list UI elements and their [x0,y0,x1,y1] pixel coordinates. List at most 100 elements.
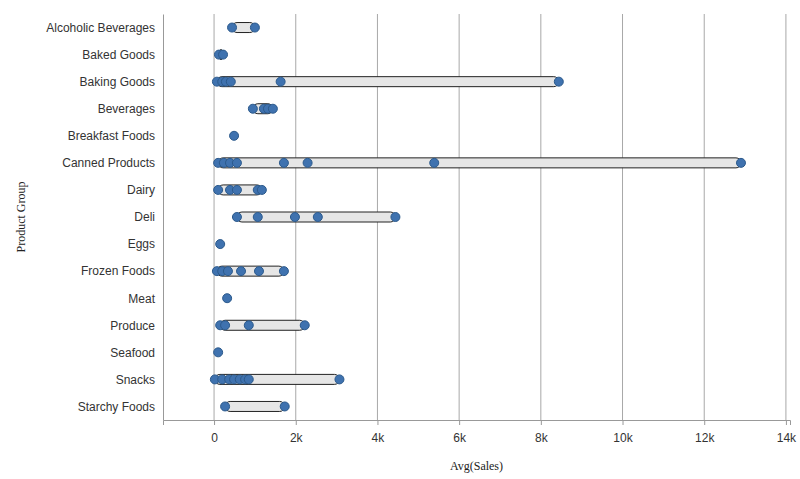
grid-line [459,14,460,420]
range-bar [217,266,284,276]
point[interactable] [303,158,312,167]
grid-line [704,14,705,420]
y-axis-line [163,15,164,421]
point[interactable] [554,77,563,86]
x-tick-mark [786,420,787,425]
point[interactable] [280,402,289,411]
y-tick-label: Dairy [127,183,155,197]
point[interactable] [237,267,246,276]
x-tick-mark [541,420,542,425]
chart: 0 2k 4k 6k 8k 10k 12k 14k Alcoholic Beverages Bak… [0,0,800,479]
x-tick-mark [704,420,705,425]
range-bar [218,185,262,195]
range-bar [215,374,340,384]
y-tick-label: Meat [128,292,155,306]
x-tick-mark [623,420,624,425]
y-tick-label: Alcoholic Beverages [46,21,155,35]
point[interactable] [250,23,259,32]
point[interactable] [248,104,257,113]
range-bar [218,158,741,168]
range-bar [225,401,285,411]
x-tick: 2k [290,420,304,445]
range-bar [220,320,305,330]
x-tick-label: 14k [777,431,797,445]
x-tick: 12k [695,420,715,445]
point[interactable] [279,267,288,276]
y-tick-label: Beverages [98,102,155,116]
point[interactable] [290,213,299,222]
y-tick-label: Canned Products [62,156,155,170]
point[interactable] [214,185,223,194]
point[interactable] [391,213,400,222]
y-tick-label: Frozen Foods [81,264,155,278]
y-tick: Meat [128,292,163,306]
point[interactable] [335,375,344,384]
y-tick: Snacks [116,373,163,387]
x-tick-label: 0 [211,431,218,445]
y-axis: Alcoholic Beverages Baked Goods Baking Goo… [46,15,163,421]
y-tick: Alcoholic Beverages [46,21,163,35]
x-axis-line [164,421,791,426]
y-tick-label: Starchy Foods [78,400,155,414]
grid [214,14,786,420]
y-tick: Baking Goods [80,75,163,89]
point[interactable] [253,213,262,222]
grid-line [785,14,786,420]
x-tick-mark [296,420,297,425]
y-tick: Dairy [127,183,163,197]
x-tick-label: 8k [535,431,549,445]
point[interactable] [228,23,237,32]
y-tick: Eggs [128,237,163,251]
y-tick-label: Seafood [110,346,155,360]
x-axis: 0 2k 4k 6k 8k 10k 12k 14k [164,420,798,445]
point[interactable] [221,402,230,411]
y-tick: Starchy Foods [78,400,163,414]
point[interactable] [214,348,223,357]
point[interactable] [254,267,263,276]
point[interactable] [223,294,232,303]
x-tick-mark [214,420,215,425]
point[interactable] [223,267,232,276]
y-tick-label: Baked Goods [82,48,155,62]
point[interactable] [276,77,285,86]
point[interactable] [736,158,745,167]
point[interactable] [244,321,253,330]
x-tick-mark [459,420,460,425]
point[interactable] [430,158,439,167]
x-tick: 6k [453,420,467,445]
point[interactable] [279,158,288,167]
y-tick: Frozen Foods [81,264,163,278]
y-tick-label: Breakfast Foods [68,129,155,143]
point[interactable] [226,77,235,86]
x-tick-label: 4k [372,431,386,445]
grid-line [214,14,215,420]
point[interactable] [300,321,309,330]
point[interactable] [244,375,253,384]
point[interactable] [232,213,241,222]
point[interactable] [232,158,241,167]
point[interactable] [216,240,225,249]
x-tick: 14k [777,420,797,445]
y-tick-label: Eggs [128,237,155,251]
x-tick-label: 12k [695,431,715,445]
y-tick-label: Deli [134,210,155,224]
point[interactable] [232,185,241,194]
range-bar [217,77,559,87]
point[interactable] [219,50,228,59]
x-tick-mark [377,420,378,425]
x-tick: 10k [613,420,633,445]
point[interactable] [257,185,266,194]
grid-line [540,14,541,420]
range-bar [237,212,395,222]
y-axis-title: Product Group [14,182,28,253]
x-tick: 8k [535,420,549,445]
point[interactable] [313,213,322,222]
grid-line [622,14,623,420]
y-tick: Breakfast Foods [68,129,163,143]
x-tick: 0 [211,420,218,445]
point[interactable] [268,104,277,113]
point[interactable] [230,131,239,140]
x-tick-label: 10k [613,431,633,445]
y-tick-label: Snacks [116,373,155,387]
point[interactable] [221,321,230,330]
